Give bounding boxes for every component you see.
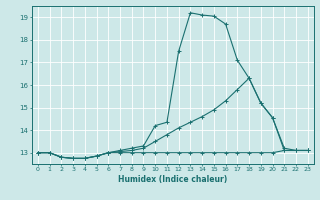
X-axis label: Humidex (Indice chaleur): Humidex (Indice chaleur) (118, 175, 228, 184)
